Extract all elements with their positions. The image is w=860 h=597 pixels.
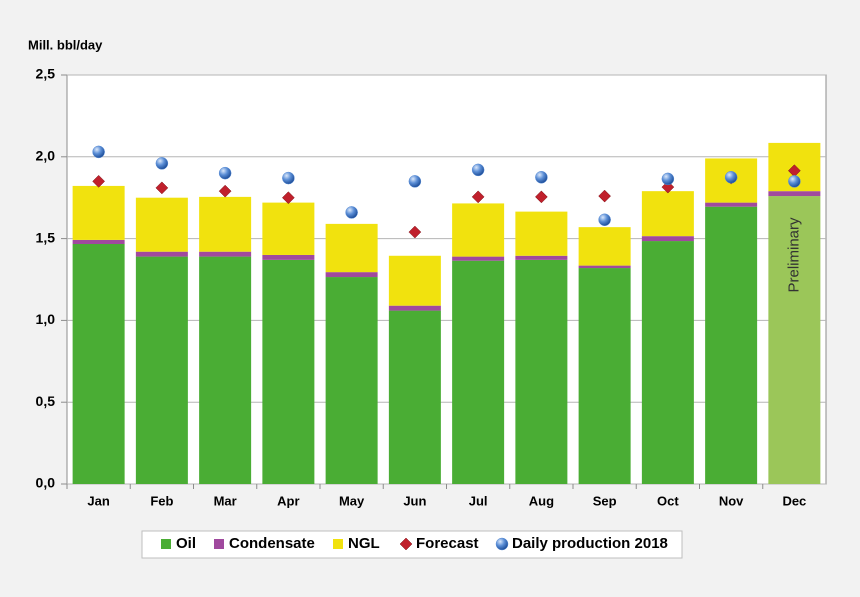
production-marker [598, 213, 611, 227]
y-tick-label: 0,0 [36, 475, 56, 491]
x-tick-label: Nov [719, 493, 744, 508]
legend-text: Oil [176, 535, 196, 552]
x-tick-label: Jul [469, 493, 488, 508]
production-marker [155, 157, 169, 170]
legend-swatch [399, 537, 413, 551]
bar-segment [325, 223, 378, 273]
x-tick-label: Sep [593, 493, 617, 508]
legend-swatch [214, 539, 224, 549]
x-tick-label: Mar [214, 493, 237, 508]
production-marker [724, 171, 738, 184]
legend-swatch [495, 537, 509, 551]
y-tick-label: 2,0 [36, 148, 56, 164]
legend-text: Forecast [416, 535, 479, 552]
bar-segment [388, 255, 441, 306]
bar-segment [388, 305, 441, 311]
legend [141, 530, 683, 559]
bar-segment [641, 241, 694, 484]
bar-segment [705, 202, 758, 207]
x-tick-label: May [339, 493, 365, 508]
production-marker [471, 163, 485, 177]
annotation: Preliminary [785, 217, 802, 293]
y-tick-label: 2,5 [36, 66, 56, 82]
forecast-marker [598, 189, 611, 203]
forecast-marker [408, 225, 422, 239]
bar-segment [515, 211, 568, 256]
legend-text: NGL [348, 535, 380, 552]
x-tick-label: Apr [277, 493, 299, 508]
production-marker [345, 206, 358, 219]
bar-segment [72, 243, 125, 484]
y-tick-label: 0,5 [36, 393, 56, 409]
bar-segment [199, 251, 252, 257]
bar-segment [705, 206, 758, 484]
plot-area [66, 74, 827, 485]
bar-segment [199, 196, 252, 252]
production-marker [282, 171, 295, 185]
bar-segment [515, 259, 568, 484]
bar-segment [768, 191, 821, 197]
bar-segment [262, 202, 315, 255]
bar-segment [262, 259, 315, 484]
production-marker [218, 166, 232, 180]
forecast-marker [282, 191, 295, 205]
bar-segment [135, 256, 188, 484]
legend-swatch [161, 539, 171, 549]
legend-text: Condensate [229, 535, 315, 552]
x-tick-label: Feb [150, 493, 173, 508]
bar-segment [262, 254, 315, 260]
bar-segment [135, 251, 188, 257]
bar-segment [388, 310, 441, 484]
y-axis-label: Mill. bbl/day [28, 37, 103, 52]
bar-segment [515, 255, 568, 260]
x-tick-label: Aug [529, 493, 554, 508]
production-marker [408, 175, 422, 188]
bar-segment [452, 256, 505, 261]
y-tick-label: 1,0 [36, 311, 56, 327]
bar-segment [199, 256, 252, 484]
bar-segment [578, 227, 631, 266]
legend-swatch [333, 539, 343, 549]
bar-segment [325, 277, 378, 484]
bar-segment [452, 260, 505, 484]
production-marker [92, 145, 105, 159]
bar-segment [452, 203, 505, 257]
bar-segment [641, 191, 694, 237]
x-tick-label: Dec [782, 493, 806, 508]
production-marker [661, 172, 675, 186]
forecast-marker [535, 190, 548, 204]
production-marker [535, 171, 548, 184]
bar-segment [72, 185, 125, 240]
forecast-marker [92, 174, 105, 188]
x-tick-label: Oct [657, 493, 679, 508]
x-tick-label: Jun [403, 493, 426, 508]
y-tick-label: 1,5 [36, 229, 56, 245]
production-marker [788, 175, 801, 188]
forecast-marker [471, 190, 485, 204]
bar-segment [578, 265, 631, 269]
forecast-marker [155, 181, 169, 195]
bar-segment [325, 272, 378, 278]
bar-segment [72, 239, 125, 244]
bar-segment [768, 196, 821, 484]
bar-segment [135, 197, 188, 252]
x-tick-label: Jan [87, 493, 109, 508]
bar-segment [578, 268, 631, 484]
forecast-marker [218, 184, 232, 198]
legend-text: Daily production 2018 [512, 535, 668, 552]
bar-segment [641, 236, 694, 242]
